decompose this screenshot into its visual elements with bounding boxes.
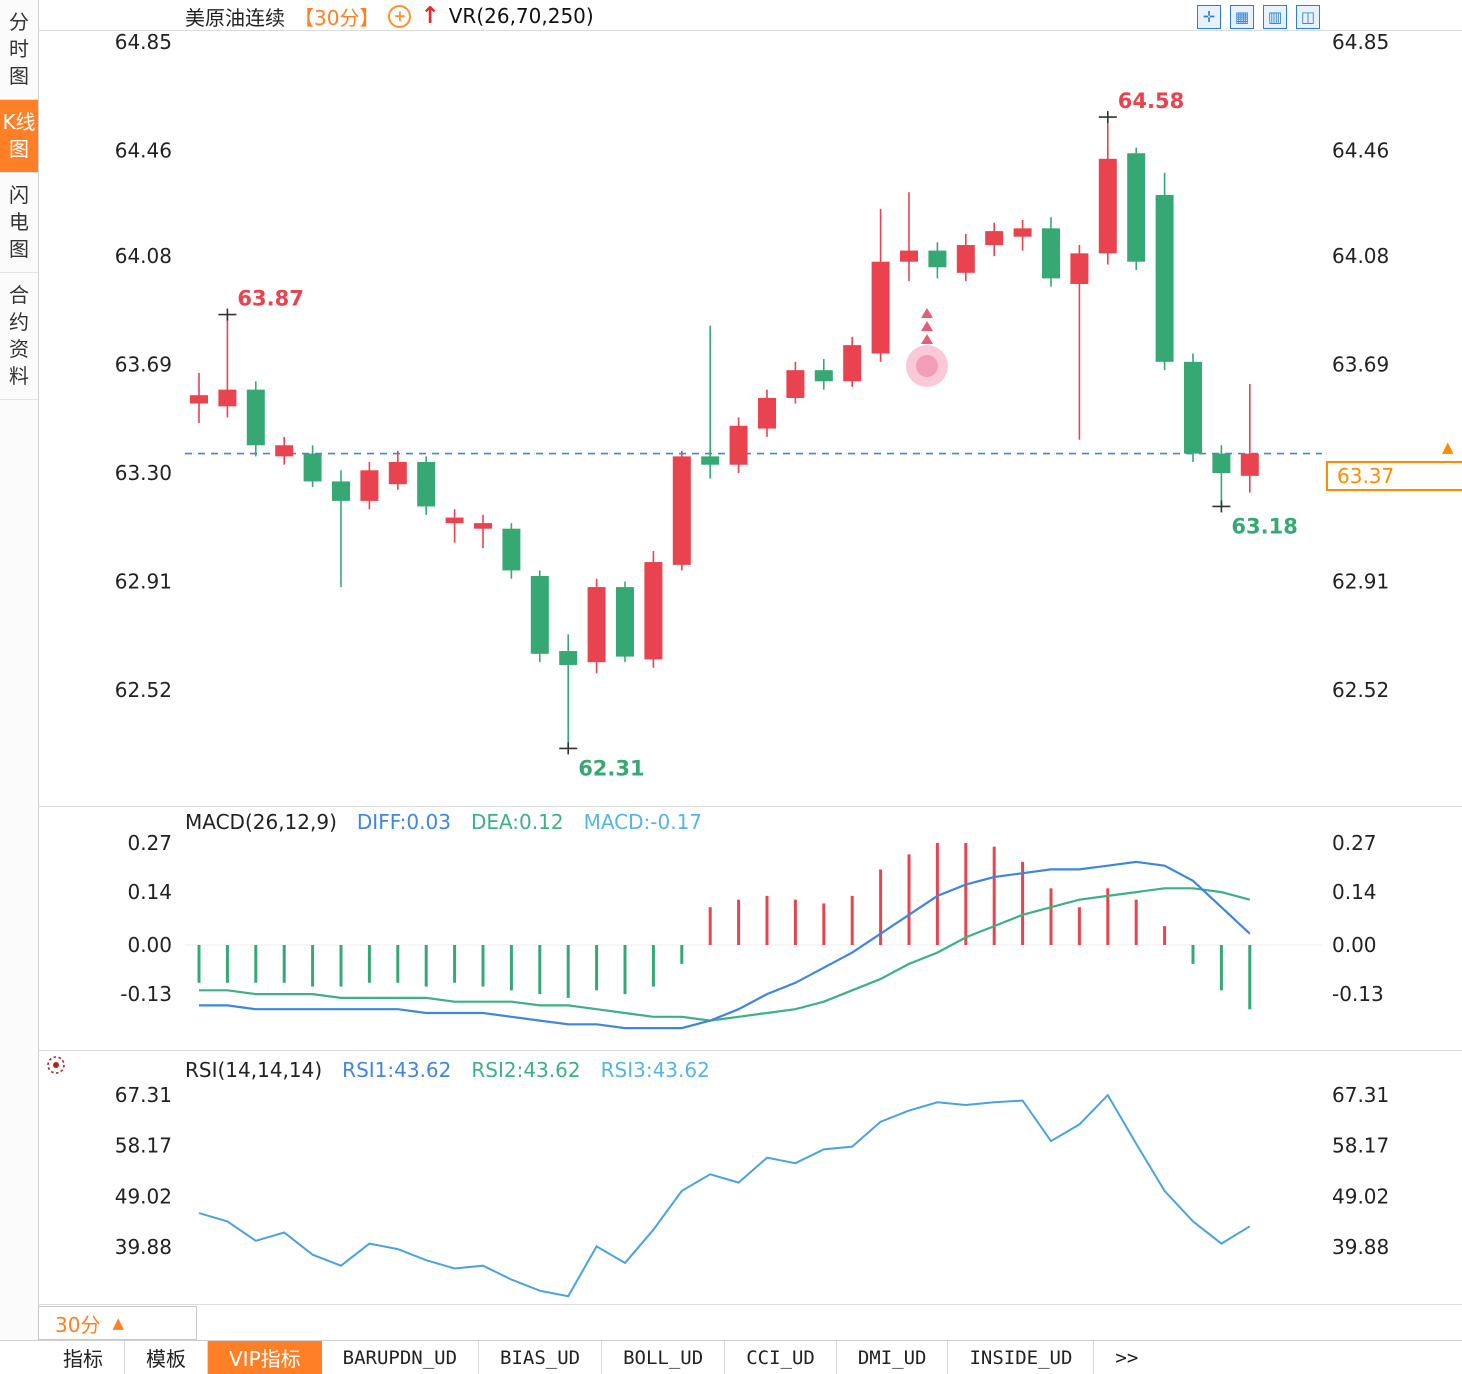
macd-dea-value: DEA:0.12 <box>470 810 564 834</box>
sidebar-item-contract-info[interactable]: 合约资料 <box>0 273 38 400</box>
chart-toolbar: ✛ ▦ ▥ ◫ <box>1197 5 1320 29</box>
price-marker-arrow: ▲ <box>1442 438 1454 456</box>
svg-text:49.02: 49.02 <box>115 1184 172 1208</box>
svg-text:62.52: 62.52 <box>1332 678 1389 702</box>
macd-label: MACD(26,12,9) <box>185 810 337 834</box>
svg-text:64.85: 64.85 <box>115 30 172 54</box>
rsi3-value: RSI3:43.62 <box>600 1058 710 1082</box>
svg-text:58.17: 58.17 <box>115 1134 172 1158</box>
divider <box>38 1304 1462 1305</box>
sidebar-item-lightning-chart[interactable]: 闪电图 <box>0 173 38 273</box>
svg-text:63.69: 63.69 <box>1332 353 1389 377</box>
macd-macd-value: MACD:-0.17 <box>583 810 703 834</box>
vr-indicator-label: VR(26,70,250) <box>448 4 594 28</box>
rsi-label: RSI(14,14,14) <box>185 1058 323 1082</box>
svg-text:49.02: 49.02 <box>1332 1184 1389 1208</box>
panels-icon[interactable]: ◫ <box>1296 5 1320 29</box>
sidebar-item-time-chart[interactable]: 分时图 <box>0 0 38 100</box>
tab-boll-ud[interactable]: BOLL_UD <box>602 1341 726 1374</box>
period-selector[interactable]: 30分 ▲ <box>38 1306 197 1340</box>
svg-text:64.58: 64.58 <box>1118 89 1184 113</box>
rsi-chart[interactable]: 67.31 67.31 58.17 58.17 49.02 49.02 39.88 39.88 <box>0 1052 1462 1305</box>
chevron-up-icon: ▲ <box>112 1314 124 1332</box>
svg-text:64.08: 64.08 <box>115 244 172 268</box>
tab-indicators[interactable]: 指标 <box>42 1341 125 1374</box>
divider <box>38 806 1462 807</box>
rsi-header: RSI(14,14,14) RSI1:43.62 RSI2:43.62 RSI3… <box>185 1058 710 1082</box>
indicator-settings-icon[interactable] <box>44 1053 68 1077</box>
macd-header: MACD(26,12,9) DIFF:0.03 DEA:0.12 MACD:-0… <box>185 810 702 834</box>
svg-text:58.17: 58.17 <box>1332 1134 1389 1158</box>
svg-text:0.14: 0.14 <box>127 880 172 904</box>
rsi1-value: RSI1:43.62 <box>342 1058 452 1082</box>
candlestick-chart[interactable]: 64.85 64.85 64.46 64.46 64.08 64.08 63.69 63.69… <box>0 30 1462 808</box>
left-sidebar: 分时图 K线图 闪电图 合约资料 <box>0 0 39 1340</box>
svg-text:0.14: 0.14 <box>1332 880 1377 904</box>
svg-text:63.18: 63.18 <box>1231 514 1297 538</box>
svg-text:64.46: 64.46 <box>1332 138 1389 162</box>
tab-bias-ud[interactable]: BIAS_UD <box>479 1341 603 1374</box>
up-arrow-icon: ↑ <box>420 3 440 29</box>
svg-text:62.31: 62.31 <box>578 756 644 780</box>
crosshair-icon[interactable]: ✛ <box>1197 5 1221 29</box>
tab-barupdn-ud[interactable]: BARUPDN_UD <box>322 1341 480 1374</box>
tab-vip-indicators[interactable]: VIP指标 <box>208 1341 322 1374</box>
tab-dmi-ud[interactable]: DMI_UD <box>837 1341 949 1374</box>
svg-text:64.85: 64.85 <box>1332 30 1389 54</box>
svg-text:62.52: 62.52 <box>115 678 172 702</box>
macd-chart[interactable]: 0.27 0.27 0.14 0.14 0.00 0.00 -0.13 -0.13 <box>0 808 1462 1052</box>
svg-text:-0.13: -0.13 <box>120 982 172 1006</box>
tab-inside-ud[interactable]: INSIDE_UD <box>948 1341 1095 1374</box>
svg-text:64.46: 64.46 <box>115 138 172 162</box>
svg-text:-0.13: -0.13 <box>1332 982 1384 1006</box>
divider <box>38 1050 1462 1051</box>
svg-text:0.27: 0.27 <box>1332 831 1377 855</box>
svg-text:0.00: 0.00 <box>1332 933 1377 957</box>
svg-text:0.00: 0.00 <box>127 933 172 957</box>
last-price-badge: 63.37 <box>1326 461 1462 491</box>
tab-cci-ud[interactable]: CCI_UD <box>725 1341 837 1374</box>
svg-text:63.87: 63.87 <box>237 287 303 311</box>
svg-text:63.30: 63.30 <box>115 461 172 485</box>
symbol-title: 美原油连续 <box>185 5 285 30</box>
indicator-tabbar: 指标 模板 VIP指标 BARUPDN_UD BIAS_UD BOLL_UD C… <box>0 1340 1462 1374</box>
macd-diff-value: DIFF:0.03 <box>356 810 451 834</box>
svg-text:67.31: 67.31 <box>1332 1083 1389 1107</box>
svg-text:62.91: 62.91 <box>1332 570 1389 594</box>
svg-text:39.88: 39.88 <box>115 1235 172 1259</box>
sidebar-item-kline-chart[interactable]: K线图 <box>0 100 38 173</box>
divider <box>38 30 1462 31</box>
tab-templates[interactable]: 模板 <box>125 1341 208 1374</box>
chart-header: 美原油连续 【30分】 + ↑ VR(26,70,250) <box>185 2 594 30</box>
tab-more[interactable]: >> <box>1115 1346 1139 1369</box>
svg-text:0.27: 0.27 <box>127 831 172 855</box>
period-label[interactable]: 【30分】 <box>294 5 380 30</box>
svg-text:39.88: 39.88 <box>1332 1235 1389 1259</box>
period-selector-label: 30分 <box>55 1312 101 1337</box>
svg-text:63.69: 63.69 <box>115 353 172 377</box>
grid-chart-icon[interactable]: ▦ <box>1230 5 1254 29</box>
svg-text:64.08: 64.08 <box>1332 244 1389 268</box>
svg-text:67.31: 67.31 <box>115 1083 172 1107</box>
add-indicator-icon[interactable]: + <box>388 4 412 28</box>
rsi2-value: RSI2:43.62 <box>471 1058 581 1082</box>
bar-chart-icon[interactable]: ▥ <box>1263 5 1287 29</box>
svg-text:62.91: 62.91 <box>115 570 172 594</box>
